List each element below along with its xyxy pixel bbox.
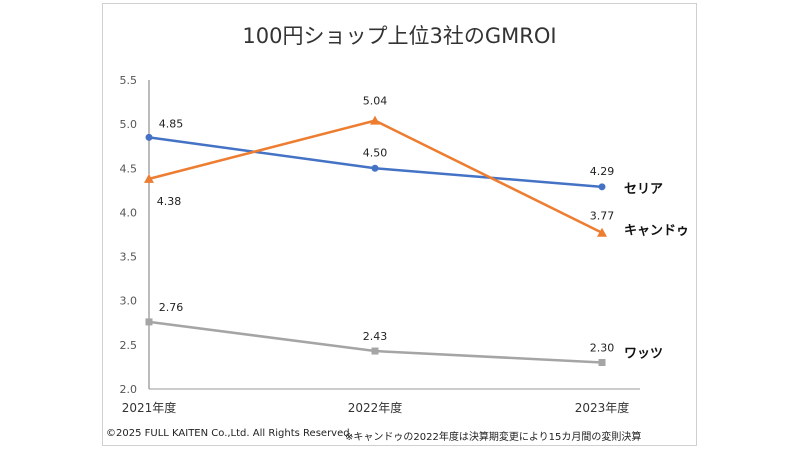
y-tick-label: 2.5 (120, 339, 138, 352)
data-point (597, 227, 607, 237)
series-name-label: セリア (624, 182, 663, 197)
data-point (598, 359, 606, 367)
chart-frame (102, 3, 697, 446)
y-tick-label: 5.0 (120, 118, 138, 131)
data-label: 2.76 (159, 301, 184, 314)
y-tick-label: 3.5 (120, 251, 138, 264)
data-point (145, 133, 153, 141)
y-tick-label: 3.0 (120, 295, 138, 308)
data-point (145, 318, 153, 326)
footnote: ※キャンドゥの2022年度は決算期変更により15カ月間の変則決算 (345, 432, 642, 443)
y-tick-label: 2.0 (120, 383, 138, 396)
data-point (371, 347, 379, 355)
copyright: ©2025 FULL KAITEN Co.,Ltd. All Rights Re… (106, 428, 353, 439)
data-label: 4.38 (157, 195, 182, 208)
x-tick-label: 2023年度 (575, 400, 630, 415)
data-label: 2.43 (363, 330, 388, 343)
series-name-label: ワッツ (624, 347, 663, 362)
data-label: 5.04 (363, 95, 388, 108)
series-line-2 (148, 119, 603, 234)
data-point (370, 115, 380, 125)
y-tick-label: 4.0 (120, 206, 138, 219)
data-label: 4.85 (159, 117, 184, 130)
data-label: 3.77 (590, 210, 615, 223)
data-point (371, 164, 379, 172)
data-point (598, 183, 606, 191)
data-point (144, 173, 154, 183)
x-tick-label: 2021年度 (122, 400, 177, 415)
data-label: 4.29 (590, 165, 615, 178)
chart-title: 100円ショップ上位3社のGMROI (242, 24, 557, 48)
series-name-label: キャンドゥ (624, 224, 689, 239)
y-tick-label: 5.5 (120, 74, 138, 87)
y-tick-label: 4.5 (120, 162, 138, 175)
data-label: 4.50 (363, 146, 388, 159)
x-tick-label: 2022年度 (348, 400, 403, 415)
data-label: 2.30 (590, 342, 615, 355)
